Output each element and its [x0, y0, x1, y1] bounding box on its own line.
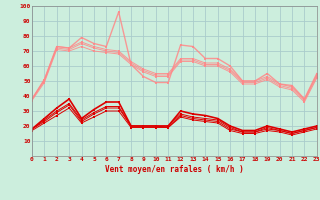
- X-axis label: Vent moyen/en rafales ( km/h ): Vent moyen/en rafales ( km/h ): [105, 165, 244, 174]
